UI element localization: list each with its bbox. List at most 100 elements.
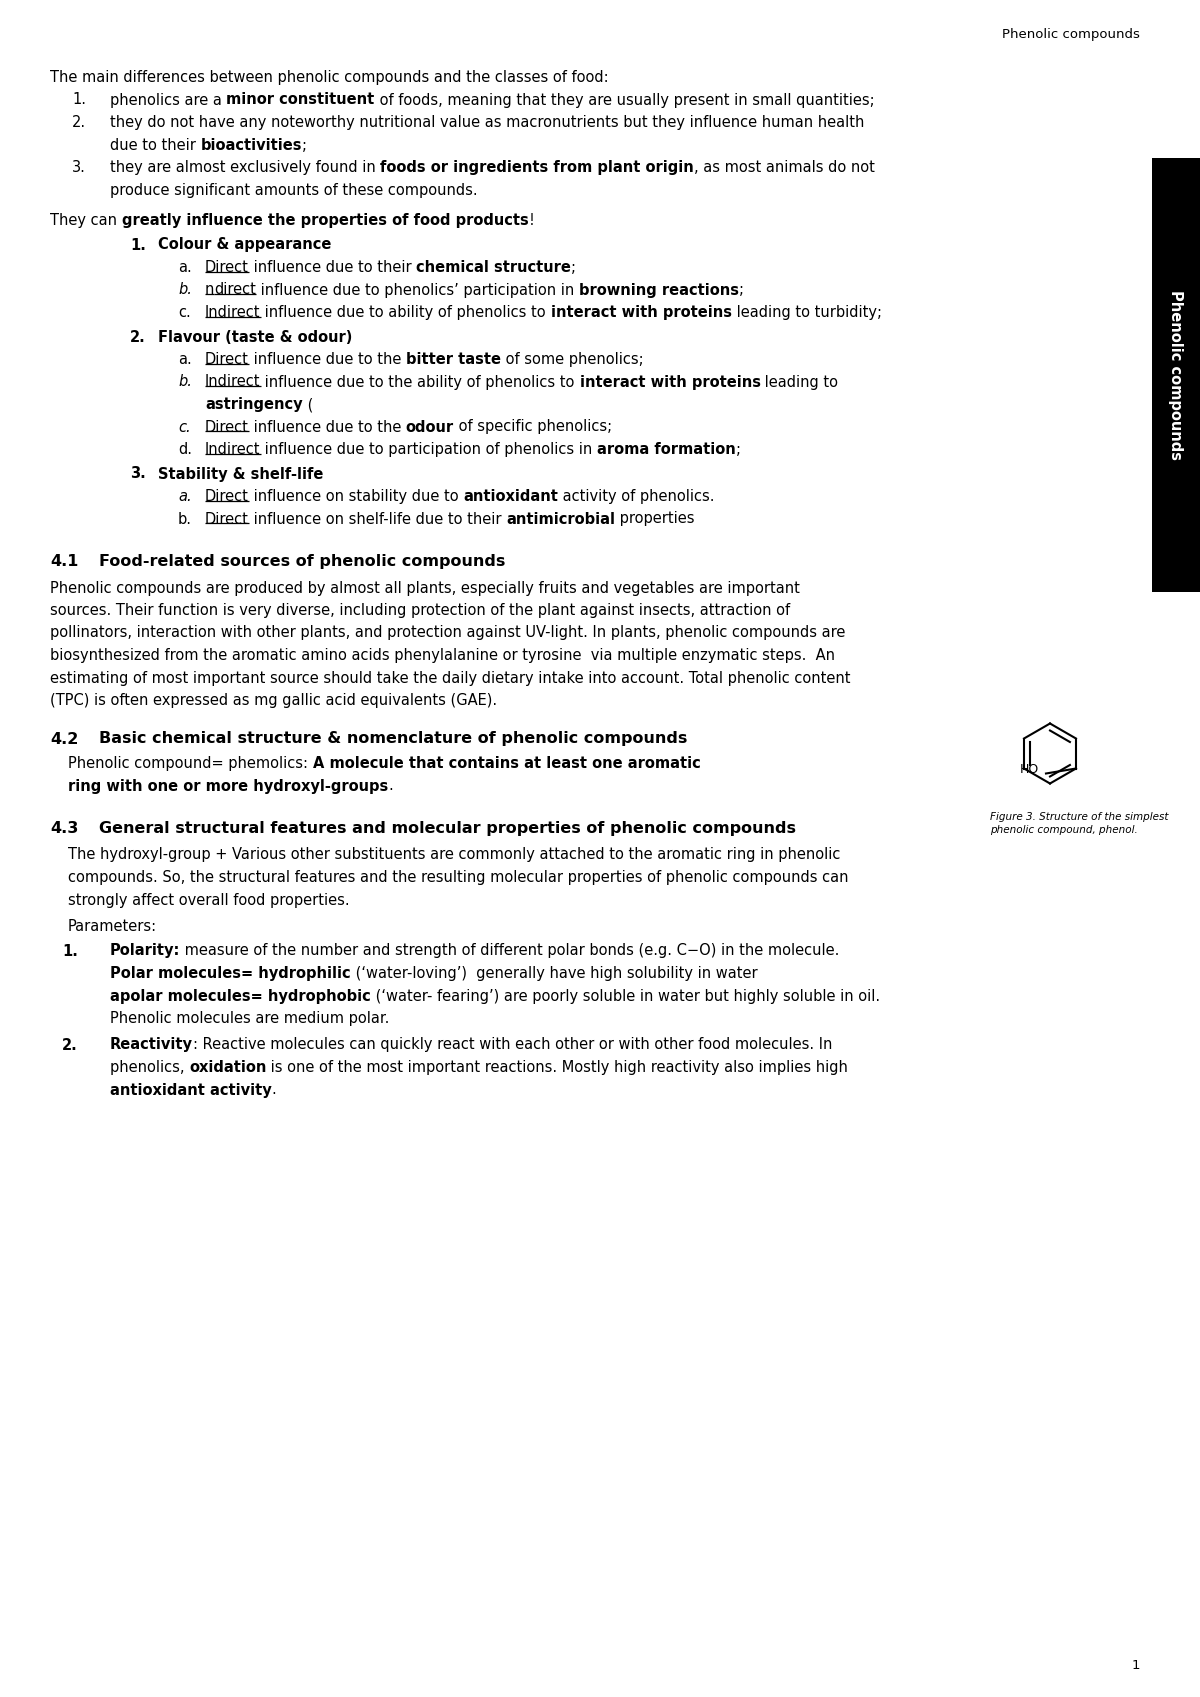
Text: 4.2: 4.2 — [50, 731, 78, 747]
Text: A molecule that contains at least one aromatic: A molecule that contains at least one ar… — [313, 755, 701, 770]
Text: ;: ; — [302, 137, 307, 153]
Text: 2.: 2. — [130, 329, 145, 344]
Text: The hydroxyl-group + Various other substituents are commonly attached to the aro: The hydroxyl-group + Various other subst… — [68, 847, 840, 862]
Text: Polar molecules= hydrophilic: Polar molecules= hydrophilic — [110, 966, 350, 981]
Text: (: ( — [302, 397, 313, 412]
Text: properties: properties — [616, 511, 695, 526]
Text: apolar molecules= hydrophobic: apolar molecules= hydrophobic — [110, 988, 371, 1003]
Text: influence due to the ability of phenolics to: influence due to the ability of phenolic… — [260, 375, 580, 390]
Text: greatly influence the properties of food products: greatly influence the properties of food… — [121, 214, 528, 227]
Text: strongly affect overall food properties.: strongly affect overall food properties. — [68, 893, 349, 908]
Text: pollinators, interaction with other plants, and protection against UV-light. In : pollinators, interaction with other plan… — [50, 626, 845, 640]
Text: of specific phenolics;: of specific phenolics; — [454, 419, 612, 434]
Text: astringency: astringency — [205, 397, 302, 412]
Text: antimicrobial: antimicrobial — [506, 511, 616, 526]
Text: ;: ; — [739, 282, 744, 297]
Text: Basic chemical structure & nomenclature of phenolic compounds: Basic chemical structure & nomenclature … — [98, 731, 688, 747]
Text: leading to turbidity;: leading to turbidity; — [732, 305, 882, 321]
Text: influence due to their: influence due to their — [248, 260, 416, 275]
Text: influence due to the: influence due to the — [248, 351, 406, 367]
Text: Parameters:: Parameters: — [68, 920, 157, 933]
Text: c.: c. — [178, 305, 191, 321]
Text: minor constituent: minor constituent — [227, 93, 374, 107]
Text: they do not have any noteworthy nutritional value as macronutrients but they inf: they do not have any noteworthy nutritio… — [110, 115, 864, 131]
Text: influence due to the: influence due to the — [248, 419, 406, 434]
Text: of foods, meaning that they are usually present in small quantities;: of foods, meaning that they are usually … — [374, 93, 875, 107]
Text: The main differences between phenolic compounds and the classes of food:: The main differences between phenolic co… — [50, 70, 608, 85]
Text: .: . — [389, 779, 394, 794]
Text: Phenolic compounds: Phenolic compounds — [1169, 290, 1183, 460]
Text: phenolics are a: phenolics are a — [110, 93, 227, 107]
Text: ring with one or more hydroxyl-groups: ring with one or more hydroxyl-groups — [68, 779, 389, 794]
Text: influence due to ability of phenolics to: influence due to ability of phenolics to — [260, 305, 551, 321]
Text: browning reactions: browning reactions — [580, 282, 739, 297]
Text: They can: They can — [50, 214, 121, 227]
Text: a.: a. — [178, 351, 192, 367]
Text: Direct: Direct — [205, 260, 248, 275]
Text: b.: b. — [178, 375, 192, 390]
Text: 4.1: 4.1 — [50, 553, 78, 568]
Text: ;: ; — [571, 260, 576, 275]
Polygon shape — [1152, 158, 1200, 592]
Text: Direct: Direct — [205, 419, 248, 434]
Text: : Reactive molecules can quickly react with each other or with other food molecu: : Reactive molecules can quickly react w… — [193, 1037, 833, 1052]
Text: biosynthesized from the aromatic amino acids phenylalanine or tyrosine  via mult: biosynthesized from the aromatic amino a… — [50, 648, 835, 664]
Text: interact with proteins: interact with proteins — [580, 375, 761, 390]
Text: (TPC) is often expressed as mg gallic acid equivalents (GAE).: (TPC) is often expressed as mg gallic ac… — [50, 692, 497, 708]
Text: Polarity:: Polarity: — [110, 944, 180, 959]
Text: ;: ; — [736, 441, 742, 456]
Text: influence due to phenolics’ participation in: influence due to phenolics’ participatio… — [257, 282, 580, 297]
Text: influence on shelf-life due to their: influence on shelf-life due to their — [248, 511, 506, 526]
Text: n: n — [205, 282, 215, 297]
Text: Direct: Direct — [205, 489, 248, 504]
Text: produce significant amounts of these compounds.: produce significant amounts of these com… — [110, 183, 478, 197]
Text: oxidation: oxidation — [190, 1061, 266, 1074]
Text: HO: HO — [1020, 764, 1039, 776]
Text: 1.: 1. — [72, 93, 86, 107]
Text: 4.3: 4.3 — [50, 821, 78, 837]
Text: antioxidant activity: antioxidant activity — [110, 1083, 271, 1098]
Text: 3.: 3. — [72, 160, 86, 175]
Text: foods or ingredients from plant origin: foods or ingredients from plant origin — [380, 160, 694, 175]
Text: Food-related sources of phenolic compounds: Food-related sources of phenolic compoun… — [98, 553, 505, 568]
Text: Indirect: Indirect — [205, 375, 260, 390]
Text: a.: a. — [178, 489, 192, 504]
Text: d.: d. — [178, 441, 192, 456]
Text: odour: odour — [406, 419, 454, 434]
Text: Stability & shelf-life: Stability & shelf-life — [158, 467, 323, 482]
Text: of some phenolics;: of some phenolics; — [500, 351, 643, 367]
Text: Colour & appearance: Colour & appearance — [158, 238, 331, 253]
Text: 1.: 1. — [130, 238, 146, 253]
Text: influence due to participation of phenolics in: influence due to participation of phenol… — [260, 441, 598, 456]
Text: influence on stability due to: influence on stability due to — [248, 489, 463, 504]
Text: antioxidant: antioxidant — [463, 489, 558, 504]
Text: direct: direct — [215, 282, 257, 297]
Text: b.: b. — [178, 282, 192, 297]
Text: Phenolic compound= phemolics:: Phenolic compound= phemolics: — [68, 755, 313, 770]
Text: chemical structure: chemical structure — [416, 260, 571, 275]
Text: activity of phenolics.: activity of phenolics. — [558, 489, 714, 504]
Text: interact with proteins: interact with proteins — [551, 305, 732, 321]
Text: sources. Their function is very diverse, including protection of the plant again: sources. Their function is very diverse,… — [50, 602, 790, 618]
Text: 1: 1 — [1132, 1660, 1140, 1672]
Text: Direct: Direct — [205, 351, 248, 367]
Text: Reactivity: Reactivity — [110, 1037, 193, 1052]
Text: 2.: 2. — [62, 1037, 78, 1052]
Text: c.: c. — [178, 419, 191, 434]
Text: Indirect: Indirect — [205, 305, 260, 321]
Text: Flavour (taste & odour): Flavour (taste & odour) — [158, 329, 353, 344]
Text: Indirect: Indirect — [205, 441, 260, 456]
Text: leading to: leading to — [761, 375, 839, 390]
Text: (‘water-loving’)  generally have high solubility in water: (‘water-loving’) generally have high sol… — [350, 966, 757, 981]
Text: measure of the number and strength of different polar bonds (e.g. C−O) in the mo: measure of the number and strength of di… — [180, 944, 840, 959]
Text: Direct: Direct — [205, 511, 248, 526]
Text: b.: b. — [178, 511, 192, 526]
Text: is one of the most important reactions. Mostly high reactivity also implies high: is one of the most important reactions. … — [266, 1061, 848, 1074]
Text: estimating of most important source should take the daily dietary intake into ac: estimating of most important source shou… — [50, 670, 851, 686]
Text: !: ! — [528, 214, 534, 227]
Text: they are almost exclusively found in: they are almost exclusively found in — [110, 160, 380, 175]
Text: Phenolic molecules are medium polar.: Phenolic molecules are medium polar. — [110, 1011, 389, 1027]
Text: Phenolic compounds: Phenolic compounds — [1002, 27, 1140, 41]
Text: .: . — [271, 1083, 276, 1098]
Text: 3.: 3. — [130, 467, 145, 482]
